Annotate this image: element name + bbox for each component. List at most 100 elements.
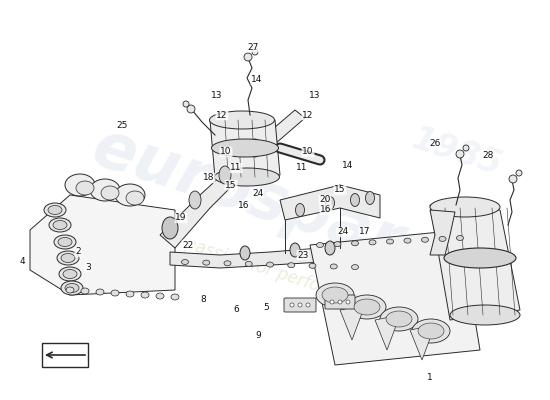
Ellipse shape: [61, 281, 83, 295]
Ellipse shape: [325, 241, 335, 255]
Polygon shape: [410, 325, 435, 360]
Circle shape: [298, 303, 302, 307]
FancyBboxPatch shape: [284, 298, 316, 312]
Circle shape: [509, 175, 517, 183]
Ellipse shape: [49, 218, 71, 232]
Ellipse shape: [65, 174, 95, 196]
FancyBboxPatch shape: [325, 295, 355, 309]
Text: 16: 16: [320, 206, 332, 214]
Text: 15: 15: [226, 180, 236, 190]
Ellipse shape: [439, 236, 446, 241]
Ellipse shape: [245, 262, 252, 266]
Ellipse shape: [156, 293, 164, 299]
Ellipse shape: [44, 203, 66, 217]
Polygon shape: [210, 120, 280, 178]
Ellipse shape: [126, 191, 144, 205]
Ellipse shape: [444, 248, 516, 268]
Ellipse shape: [65, 284, 79, 292]
Ellipse shape: [219, 166, 231, 184]
Text: 18: 18: [204, 174, 214, 182]
Ellipse shape: [61, 254, 75, 262]
Circle shape: [306, 303, 310, 307]
Ellipse shape: [141, 292, 149, 298]
Text: 25: 25: [116, 120, 128, 130]
Ellipse shape: [412, 319, 450, 343]
Text: 1: 1: [427, 374, 433, 382]
Text: 11: 11: [230, 164, 242, 172]
Text: 10: 10: [220, 148, 232, 156]
Ellipse shape: [58, 238, 72, 246]
Polygon shape: [430, 210, 455, 255]
Ellipse shape: [214, 168, 279, 186]
Ellipse shape: [171, 294, 179, 300]
Text: 19: 19: [175, 214, 187, 222]
Ellipse shape: [54, 235, 76, 249]
Circle shape: [456, 150, 464, 158]
Ellipse shape: [295, 204, 305, 216]
Text: 20: 20: [320, 196, 331, 204]
Ellipse shape: [386, 311, 412, 327]
Ellipse shape: [48, 206, 62, 214]
Ellipse shape: [309, 263, 316, 268]
Ellipse shape: [66, 287, 74, 293]
Ellipse shape: [421, 237, 428, 242]
Ellipse shape: [350, 194, 360, 206]
Ellipse shape: [111, 290, 119, 296]
Ellipse shape: [162, 217, 178, 239]
Text: 14: 14: [342, 160, 354, 170]
Text: 12: 12: [302, 110, 313, 120]
Text: 5: 5: [263, 304, 269, 312]
Ellipse shape: [456, 236, 464, 240]
Ellipse shape: [418, 323, 444, 339]
Text: 27: 27: [248, 42, 258, 52]
Ellipse shape: [348, 295, 386, 319]
Ellipse shape: [224, 261, 231, 266]
Ellipse shape: [366, 192, 375, 204]
Polygon shape: [340, 305, 365, 340]
Ellipse shape: [101, 186, 119, 200]
Ellipse shape: [380, 307, 418, 331]
Ellipse shape: [81, 288, 89, 294]
Ellipse shape: [182, 260, 189, 264]
Text: 9: 9: [255, 330, 261, 340]
Circle shape: [183, 101, 189, 107]
Ellipse shape: [189, 191, 201, 209]
Ellipse shape: [330, 264, 337, 269]
Text: 12: 12: [216, 110, 228, 120]
Text: 23: 23: [298, 250, 309, 260]
Ellipse shape: [334, 242, 341, 247]
Ellipse shape: [96, 289, 104, 295]
Circle shape: [252, 49, 258, 55]
Ellipse shape: [57, 251, 79, 265]
Text: 13: 13: [211, 90, 223, 100]
Ellipse shape: [316, 283, 354, 307]
Circle shape: [346, 300, 350, 304]
Circle shape: [338, 300, 342, 304]
Ellipse shape: [450, 305, 520, 325]
Text: 2: 2: [75, 248, 81, 256]
Circle shape: [463, 145, 469, 151]
Text: a passion for performance: a passion for performance: [168, 230, 382, 314]
Ellipse shape: [404, 238, 411, 243]
Text: eurospares: eurospares: [84, 116, 488, 300]
Text: 26: 26: [430, 138, 441, 148]
Text: 24: 24: [252, 188, 263, 198]
Polygon shape: [280, 185, 380, 220]
Ellipse shape: [59, 267, 81, 281]
Ellipse shape: [369, 240, 376, 245]
Text: 15: 15: [334, 186, 346, 194]
Text: 10: 10: [302, 148, 313, 156]
Text: 6: 6: [233, 306, 239, 314]
Text: 4: 4: [19, 258, 25, 266]
Ellipse shape: [90, 179, 120, 201]
Text: 17: 17: [359, 228, 371, 236]
Ellipse shape: [63, 270, 77, 278]
Circle shape: [330, 300, 334, 304]
Text: 11: 11: [296, 164, 308, 172]
Ellipse shape: [387, 239, 393, 244]
Ellipse shape: [351, 241, 359, 246]
Polygon shape: [310, 230, 480, 365]
Ellipse shape: [203, 260, 210, 265]
Circle shape: [244, 53, 252, 61]
Circle shape: [516, 170, 522, 176]
